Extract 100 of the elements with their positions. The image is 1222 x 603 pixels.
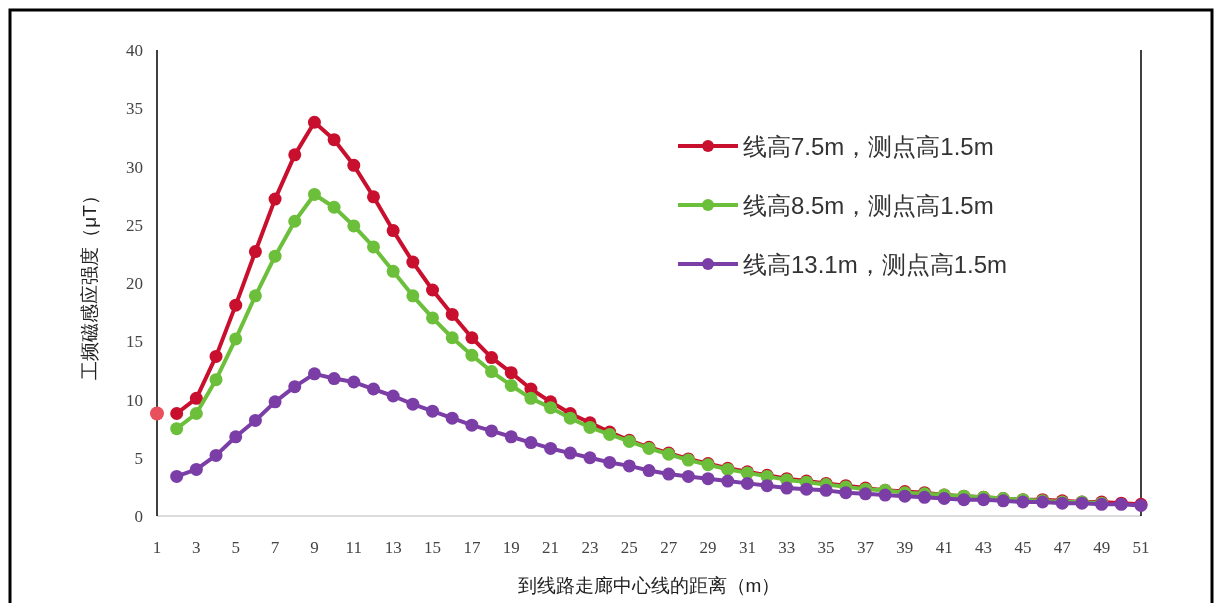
point — [583, 420, 597, 434]
y-tick-label: 40 — [126, 41, 143, 60]
point — [268, 249, 282, 263]
x-tick-label: 31 — [738, 538, 756, 557]
x-tick-label: 21 — [542, 538, 560, 557]
point — [248, 413, 262, 427]
legend-label: 线高8.5m，测点高1.5m — [743, 192, 994, 219]
x-tick-label: 1 — [152, 538, 162, 557]
y-axis-title: 工频磁感应强度（μT） — [79, 186, 100, 380]
y-tick-label: 5 — [134, 448, 143, 468]
x-tick-label: 37 — [856, 538, 875, 557]
point — [268, 395, 282, 409]
y-tick-label: 25 — [126, 215, 143, 235]
x-tick-label: 15 — [424, 538, 442, 557]
x-tick-label: 7 — [270, 538, 280, 557]
point — [426, 283, 440, 297]
point — [465, 331, 479, 345]
point — [288, 380, 302, 394]
point — [485, 424, 499, 438]
point — [504, 379, 518, 393]
point — [386, 224, 400, 238]
x-tick-label: 43 — [975, 538, 993, 557]
point — [819, 483, 833, 497]
point — [366, 190, 380, 204]
x-tick-label: 5 — [231, 538, 240, 557]
x-tick-label: 47 — [1053, 538, 1072, 557]
point — [406, 397, 420, 411]
point — [209, 349, 223, 363]
point — [721, 474, 735, 488]
y-tick-label: 35 — [126, 99, 143, 119]
point — [248, 289, 262, 303]
point — [406, 289, 420, 303]
x-tick-label: 9 — [310, 538, 319, 557]
x-tick-label: 39 — [896, 538, 914, 557]
x-tick-label: 17 — [463, 538, 481, 557]
point — [307, 367, 321, 381]
y-tick-label: 20 — [126, 274, 143, 293]
point — [839, 486, 853, 500]
point — [760, 479, 774, 493]
point — [189, 406, 203, 420]
point — [170, 406, 184, 420]
point — [307, 187, 321, 201]
point — [386, 264, 400, 278]
point — [327, 372, 341, 386]
y-tick-label: 15 — [126, 332, 143, 352]
point — [366, 382, 380, 396]
point — [189, 462, 203, 476]
point — [268, 192, 282, 206]
x-tick-label: 13 — [384, 538, 402, 557]
x-tick-label: 29 — [699, 538, 717, 557]
point — [544, 401, 558, 415]
point — [288, 148, 302, 162]
y-tick-label: 10 — [126, 390, 143, 410]
point — [957, 493, 971, 507]
point — [504, 430, 518, 444]
point — [740, 476, 754, 490]
point — [170, 469, 184, 483]
legend-label: 线高7.5m，测点高1.5m — [743, 133, 994, 160]
point — [485, 365, 499, 379]
x-axis-title: 到线路走廊中心线的距离（m） — [517, 575, 781, 596]
point — [701, 472, 715, 486]
point — [426, 311, 440, 325]
point — [327, 200, 341, 214]
point — [681, 469, 695, 483]
point — [347, 219, 361, 233]
point — [150, 406, 164, 421]
point — [229, 332, 243, 346]
point — [642, 464, 656, 478]
point — [622, 459, 636, 473]
point — [937, 492, 951, 506]
point — [504, 366, 518, 380]
point — [248, 245, 262, 259]
point — [445, 331, 459, 345]
x-tick-label: 3 — [192, 538, 201, 557]
point — [189, 391, 203, 405]
y-tick-label: 30 — [126, 157, 143, 177]
point — [426, 404, 440, 418]
point — [544, 441, 558, 455]
point — [347, 375, 361, 389]
x-tick-label: 41 — [935, 538, 953, 557]
x-tick-label: 49 — [1093, 538, 1111, 557]
point — [209, 448, 223, 462]
point — [858, 487, 872, 501]
point — [485, 351, 499, 365]
x-tick-label: 51 — [1132, 538, 1150, 557]
point — [445, 411, 459, 425]
x-tick-label: 27 — [660, 538, 678, 557]
point — [406, 255, 420, 269]
point — [524, 391, 538, 405]
x-tick-label: 45 — [1014, 538, 1032, 557]
point — [563, 446, 577, 460]
point — [465, 348, 479, 362]
point — [563, 411, 577, 425]
point — [229, 430, 243, 444]
point — [170, 422, 184, 436]
x-tick-label: 35 — [817, 538, 835, 557]
point — [465, 418, 479, 432]
point — [603, 455, 617, 469]
point — [229, 298, 243, 312]
x-tick-label: 19 — [502, 538, 520, 557]
